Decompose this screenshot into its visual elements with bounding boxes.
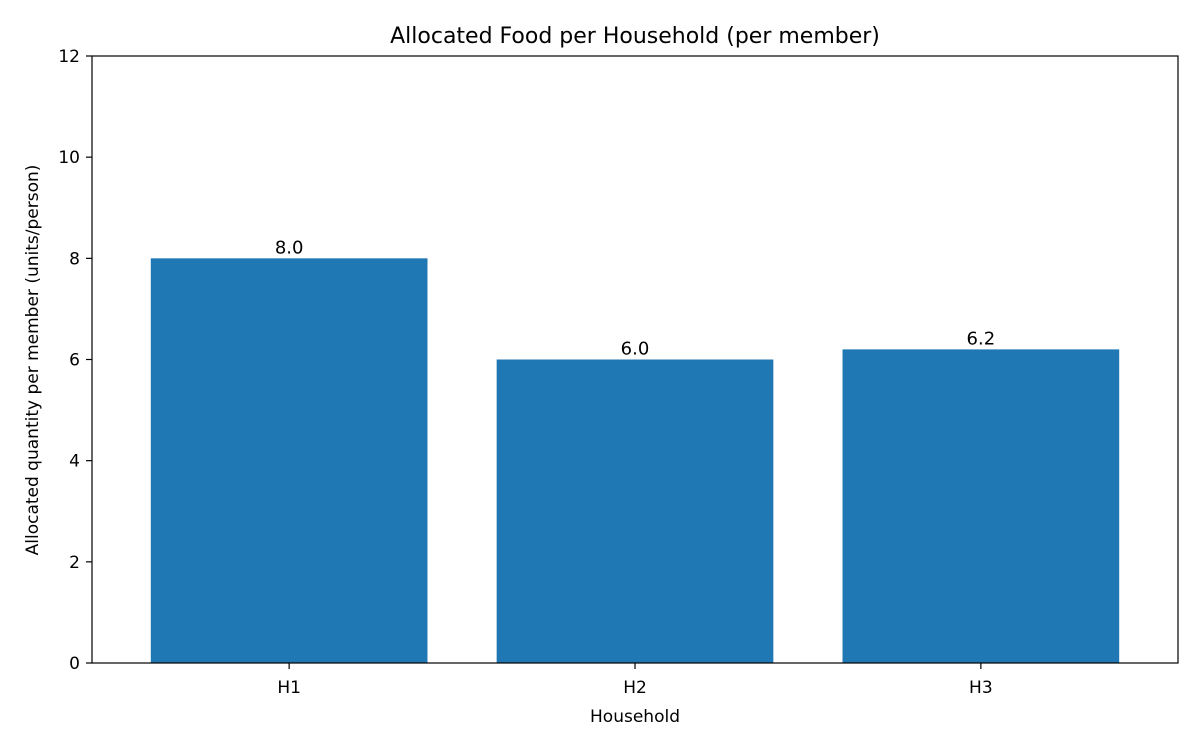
x-tick-label: H3 xyxy=(969,678,993,698)
plot-area: 8.0 6.0 6.2 0 2 4 6 8 10 12 H1 H2 H3 xyxy=(58,47,1179,698)
y-axis-label: Allocated quantity per member (units/per… xyxy=(23,165,43,556)
y-tick-label: 12 xyxy=(58,47,80,67)
y-tick-label: 4 xyxy=(69,452,80,472)
y-tick-label: 6 xyxy=(69,351,80,371)
x-tick-label: H2 xyxy=(623,678,647,698)
bar-H2 xyxy=(496,359,774,663)
y-tick-label: 2 xyxy=(69,553,80,573)
y-tick-label: 10 xyxy=(58,148,80,168)
chart-title: Allocated Food per Household (per member… xyxy=(390,24,880,49)
x-axis-label: Household xyxy=(590,707,680,727)
bar-H3 xyxy=(842,349,1120,663)
data-label-H2: 6.0 xyxy=(621,339,650,360)
bar-H1 xyxy=(150,258,428,663)
data-label-H1: 8.0 xyxy=(275,237,304,258)
x-tick-label: H1 xyxy=(277,678,301,698)
y-tick-label: 0 xyxy=(69,654,80,674)
data-label-H3: 6.2 xyxy=(967,328,996,349)
y-tick-label: 8 xyxy=(69,249,80,269)
